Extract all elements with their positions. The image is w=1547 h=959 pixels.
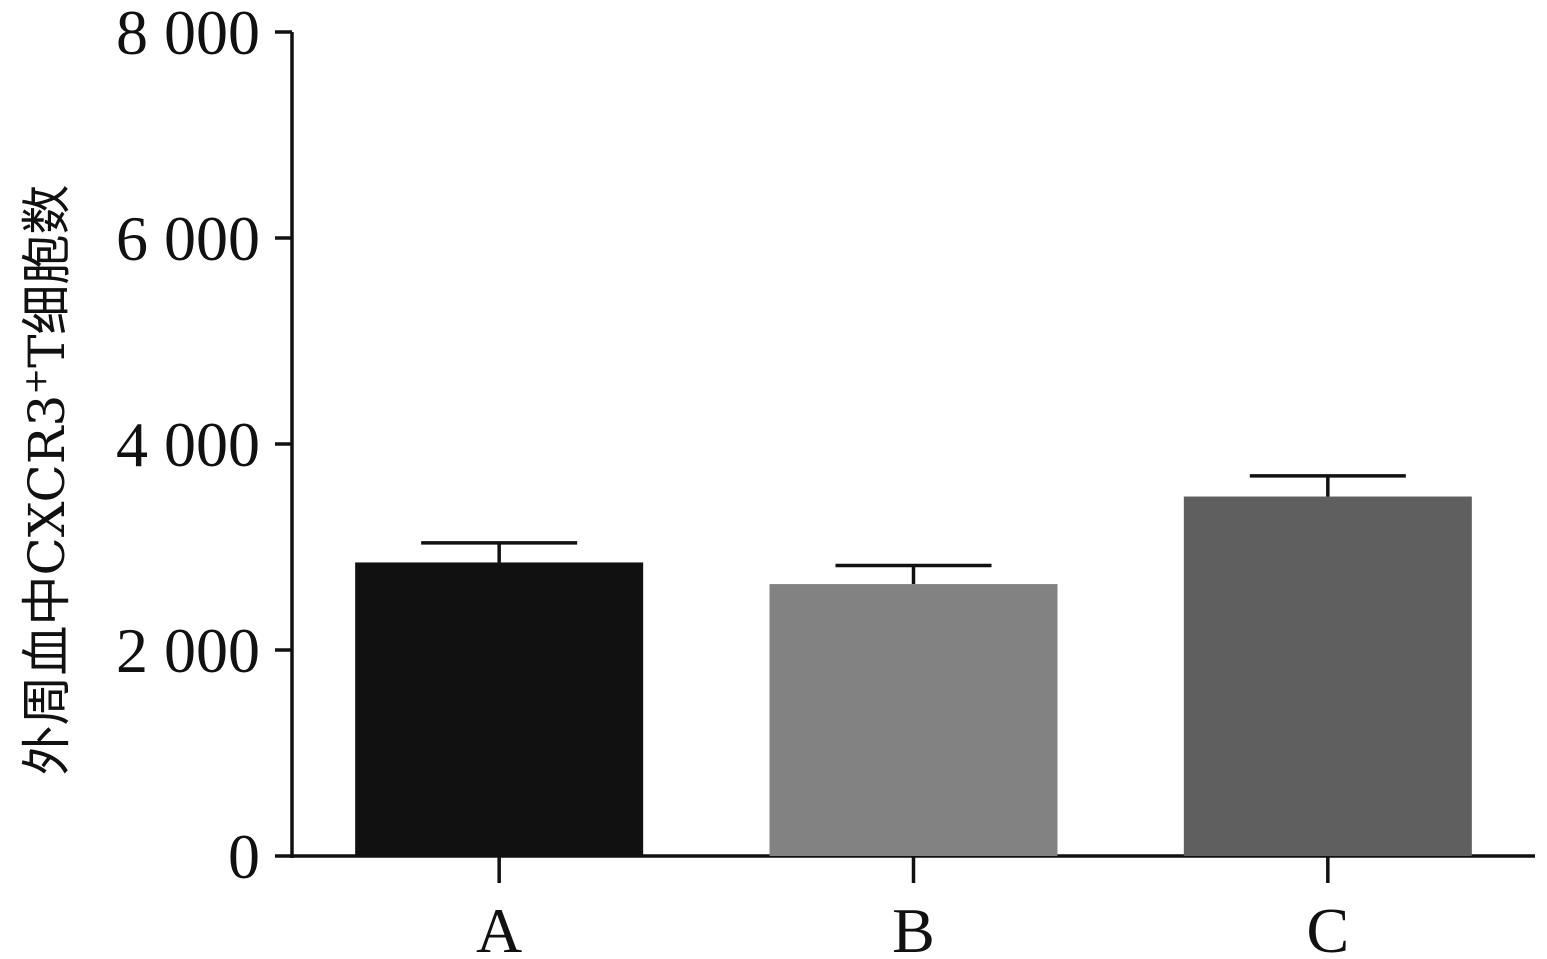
y-axis-label-tail: T细胞数 <box>18 185 76 368</box>
y-tick-label: 0 <box>228 821 260 892</box>
y-axis-label-superscript: + <box>16 368 54 395</box>
bar-A <box>355 562 644 856</box>
y-tick-label: 6 000 <box>116 203 260 274</box>
y-tick-label: 8 000 <box>116 0 260 68</box>
bar-C <box>1183 496 1472 856</box>
bar-B <box>769 584 1058 856</box>
bars <box>355 474 1472 856</box>
x-axis: A B C <box>292 854 1535 959</box>
y-tick-label: 4 000 <box>116 409 260 480</box>
y-tick-label: 2 000 <box>116 615 260 686</box>
y-axis: 0 2 000 4 000 6 000 8 000 <box>116 0 294 892</box>
y-axis-label-main: 外周血中CXCR3 <box>18 395 76 776</box>
x-tick-label-B: B <box>892 895 935 959</box>
x-tick-label-C: C <box>1306 895 1349 959</box>
x-tick-label-A: A <box>476 895 522 959</box>
y-axis-label: 外周血中CXCR3+T细胞数 <box>16 185 76 776</box>
